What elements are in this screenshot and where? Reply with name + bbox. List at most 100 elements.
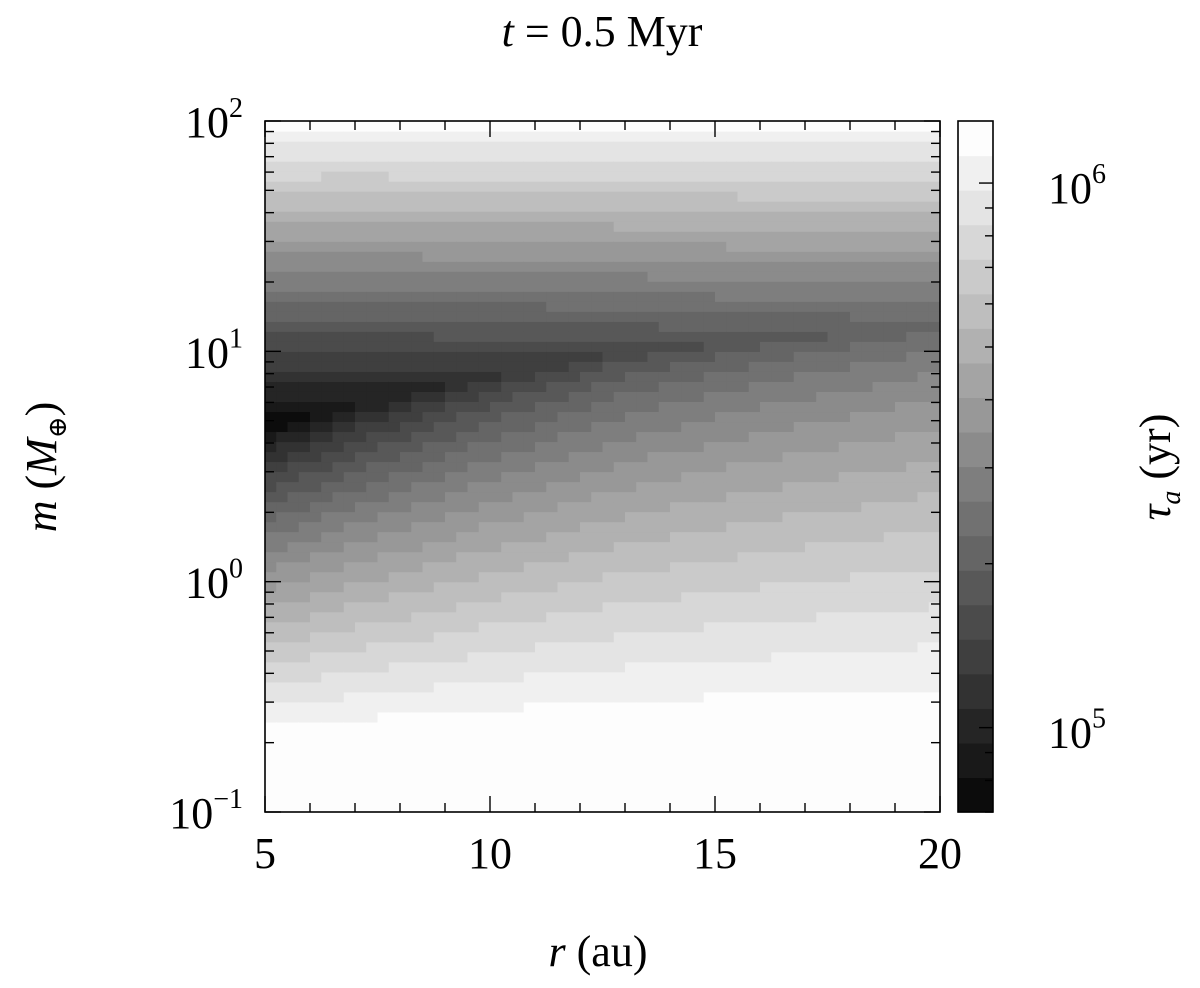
heatmap-cell (580, 261, 592, 272)
heatmap-cell (715, 571, 727, 583)
heatmap-cell (715, 351, 727, 362)
heatmap-cell (771, 691, 784, 703)
heatmap-cell (805, 691, 817, 703)
heatmap-cell (445, 661, 457, 673)
heatmap-cell (298, 371, 311, 382)
heatmap-cell (737, 551, 750, 563)
heatmap-cell (883, 311, 896, 322)
heatmap-cell (883, 201, 896, 212)
heatmap-cell (670, 321, 682, 332)
heatmap-cell (467, 131, 480, 142)
heatmap-cell (310, 781, 322, 793)
heatmap-cell (726, 301, 739, 312)
heatmap-cell (355, 741, 367, 753)
heatmap-cell (343, 271, 356, 282)
heatmap-cell (658, 621, 671, 633)
heatmap-cell (906, 311, 919, 322)
heatmap-cell (546, 341, 559, 352)
heatmap-cell (400, 681, 412, 693)
heatmap-cell (332, 371, 345, 382)
heatmap-cell (782, 491, 795, 503)
heatmap-cell (400, 661, 412, 673)
heatmap-cell (388, 211, 401, 222)
heatmap-cell (445, 301, 457, 312)
heatmap-cell (400, 261, 412, 272)
heatmap-cell (400, 471, 412, 483)
heatmap-cell (827, 581, 840, 593)
heatmap-cell (512, 791, 525, 803)
heatmap-cell (872, 691, 885, 703)
heatmap-cell (445, 691, 457, 703)
heatmap-cell (321, 591, 334, 603)
heatmap-cell (321, 321, 334, 332)
heatmap-cell (703, 571, 716, 583)
heatmap-cell (287, 721, 300, 733)
heatmap-cell (883, 171, 896, 182)
heatmap-cell (838, 401, 851, 413)
heatmap-cell (501, 461, 514, 473)
heatmap-cell (816, 521, 829, 533)
heatmap-cell (433, 751, 446, 763)
heatmap-cell (838, 361, 851, 372)
heatmap-cell (838, 491, 851, 503)
heatmap-cell (771, 361, 784, 372)
heatmap-cell (377, 241, 390, 252)
heatmap-cell (827, 761, 840, 773)
heatmap-cell (580, 191, 592, 202)
heatmap-cell (355, 161, 367, 172)
heatmap-cell (411, 601, 424, 613)
heatmap-cell (681, 601, 694, 613)
heatmap-cell (850, 181, 862, 192)
heatmap-cell (512, 521, 525, 533)
heatmap-cell (321, 571, 334, 583)
heatmap-cell (917, 451, 930, 463)
colorbar-level (958, 362, 993, 398)
heatmap-cell (591, 731, 604, 743)
heatmap-cell (467, 191, 480, 202)
heatmap-cell (602, 671, 615, 683)
heatmap-cell (602, 611, 615, 623)
heatmap-cell (456, 761, 469, 773)
heatmap-cell (433, 291, 446, 302)
heatmap-cell (332, 651, 345, 663)
heatmap-cell (928, 581, 941, 593)
heatmap-cell (872, 581, 885, 593)
heatmap-cell (433, 591, 446, 603)
heatmap-cell (366, 721, 379, 733)
heatmap-cell (343, 371, 356, 382)
heatmap-cell (467, 331, 480, 342)
heatmap-cell (816, 401, 829, 413)
heatmap-cell (613, 561, 626, 573)
heatmap-cell (636, 611, 649, 623)
heatmap-cell (658, 151, 671, 162)
heatmap-cell (298, 301, 311, 312)
heatmap-cell (805, 711, 817, 723)
heatmap-cell (512, 471, 525, 483)
heatmap-cell (310, 541, 322, 553)
heatmap-cell (298, 141, 311, 152)
heatmap-cell (681, 171, 694, 182)
heatmap-cell (456, 611, 469, 623)
heatmap-cell (625, 261, 637, 272)
heatmap-cell (703, 751, 716, 763)
heatmap-cell (501, 451, 514, 463)
heatmap-cell (310, 181, 322, 192)
heatmap-cell (715, 431, 727, 443)
heatmap-cell (400, 431, 412, 443)
heatmap-cell (546, 191, 559, 202)
heatmap-cell (827, 681, 840, 693)
heatmap-cell (343, 591, 356, 603)
heatmap-cell (523, 681, 536, 693)
heatmap-cell (625, 161, 637, 172)
heatmap-cell (613, 801, 626, 813)
heatmap-cell (647, 561, 660, 573)
heatmap-cell (748, 491, 761, 503)
heatmap-cell (726, 651, 739, 663)
heatmap-cell (467, 221, 480, 232)
heatmap-cell (580, 471, 592, 483)
heatmap-cell (872, 261, 885, 272)
heatmap-cell (411, 571, 424, 583)
heatmap-cell (827, 751, 840, 763)
heatmap-cell (568, 291, 581, 302)
heatmap-cell (501, 711, 514, 723)
